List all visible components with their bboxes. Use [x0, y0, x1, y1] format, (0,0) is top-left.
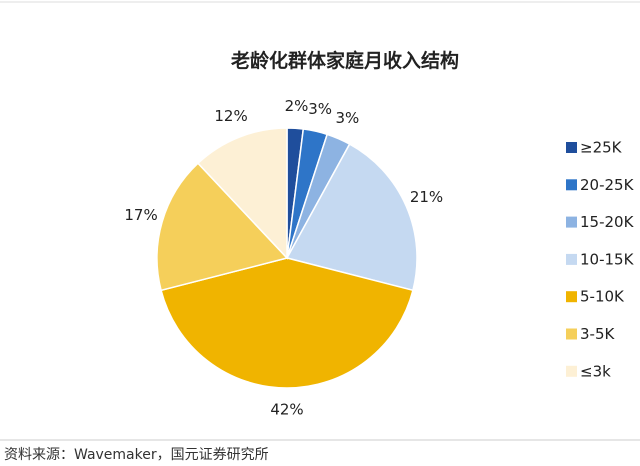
data-label: 21% — [410, 188, 443, 206]
data-label: 3% — [335, 109, 359, 127]
legend-swatch — [566, 142, 577, 153]
legend-label: ≥25K — [580, 139, 623, 157]
data-label: 17% — [124, 206, 157, 224]
legend-label: 10-15K — [580, 250, 635, 268]
legend-label: 5-10K — [580, 288, 625, 306]
legend-label: 3-5K — [580, 325, 615, 343]
data-label: 12% — [214, 107, 247, 125]
source-note: 资料来源：Wavemaker，国元证券研究所 — [4, 447, 269, 463]
data-label: 42% — [270, 401, 303, 419]
pie-slice — [196, 127, 288, 260]
pie-slice — [285, 143, 418, 292]
data-label: 2% — [285, 97, 309, 115]
pie-slice — [160, 257, 414, 389]
pie-slice — [156, 162, 289, 292]
legend-label: ≤3k — [580, 362, 611, 380]
legend-swatch — [566, 216, 577, 228]
legend-swatch — [566, 253, 577, 265]
data-label: 3% — [308, 100, 332, 118]
legend-swatch — [566, 291, 577, 303]
chart-title: 老龄化群体家庭月收入结构 — [231, 49, 459, 72]
legend-label: 15-20K — [580, 213, 635, 231]
legend-swatch — [566, 365, 577, 377]
legend-swatch — [566, 328, 577, 340]
legend-label: 20-25K — [580, 176, 635, 194]
legend-swatch — [566, 179, 577, 191]
